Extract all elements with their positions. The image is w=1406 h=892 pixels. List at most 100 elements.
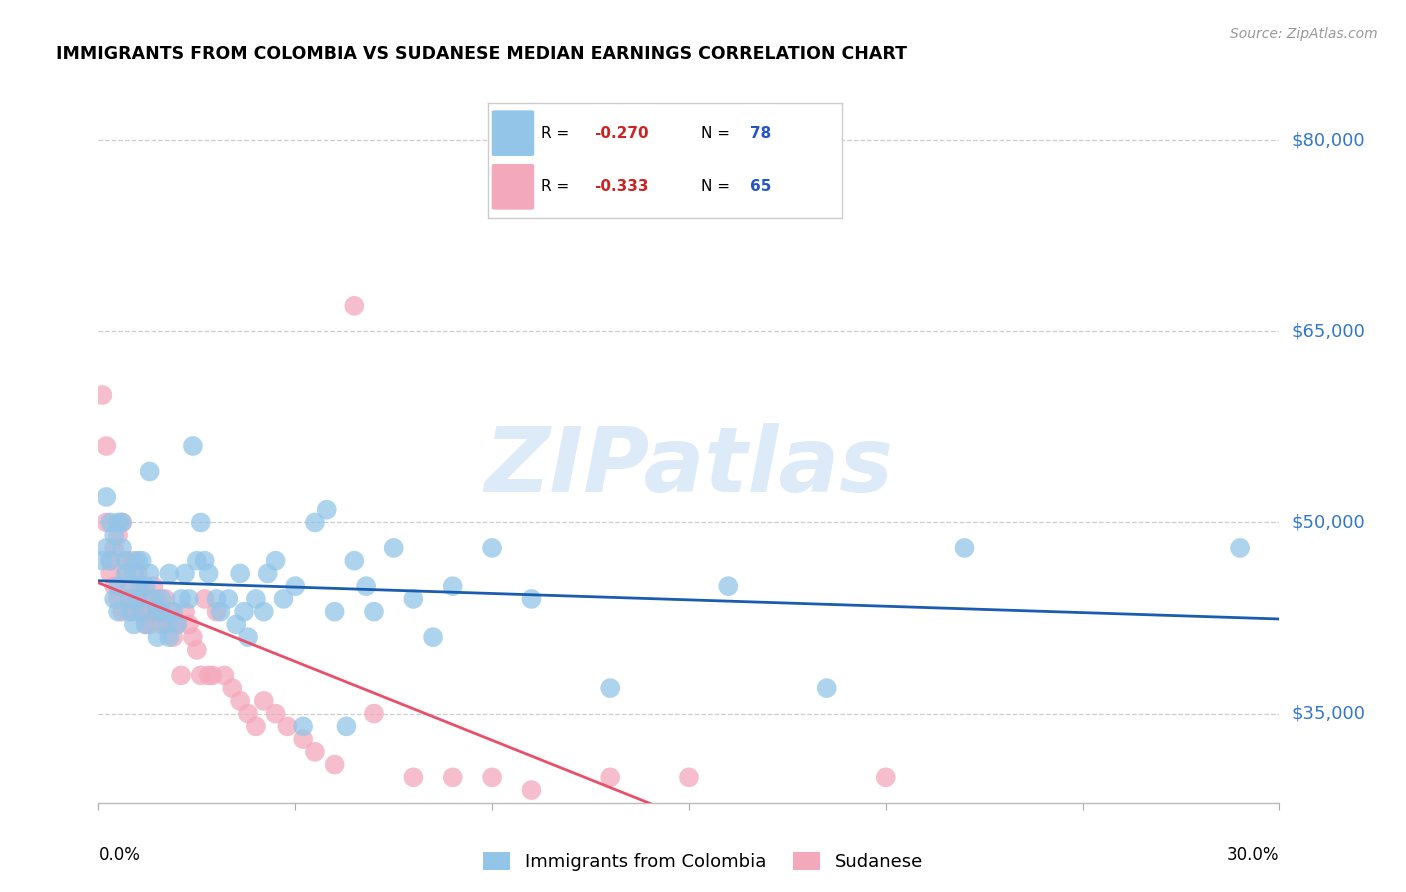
Point (1229, 541, 1251, 555)
Point (170, 591, 193, 606)
Point (599, 770, 621, 784)
Point (127, 579, 149, 593)
Point (115, 554, 138, 568)
Point (343, 299, 366, 313)
Point (118, 605, 141, 619)
Point (221, 681, 243, 695)
Point (111, 541, 134, 555)
Point (150, 605, 173, 619)
Point (181, 630, 204, 644)
Point (284, 579, 307, 593)
Point (197, 668, 219, 682)
Point (127, 591, 149, 606)
Text: 30.0%: 30.0% (1227, 846, 1279, 863)
Point (323, 757, 346, 772)
Point (194, 554, 217, 568)
Point (157, 566, 180, 581)
Point (107, 579, 129, 593)
Point (323, 605, 346, 619)
Point (127, 554, 149, 568)
Point (190, 516, 212, 530)
Point (343, 554, 366, 568)
Text: $65,000: $65,000 (1291, 322, 1365, 341)
Point (98, 554, 121, 568)
Point (131, 605, 153, 619)
Point (717, 579, 740, 593)
Point (276, 719, 298, 733)
Point (138, 465, 160, 479)
Point (127, 591, 149, 606)
Point (131, 554, 153, 568)
Point (150, 605, 173, 619)
Point (678, 770, 700, 784)
Point (138, 617, 160, 632)
Point (245, 719, 267, 733)
Text: $50,000: $50,000 (1291, 514, 1365, 532)
Text: $35,000: $35,000 (1291, 705, 1365, 723)
Point (402, 770, 425, 784)
Point (96, 516, 118, 530)
Point (146, 605, 169, 619)
Point (194, 591, 217, 606)
Point (107, 605, 129, 619)
Point (253, 605, 276, 619)
Point (264, 554, 287, 568)
Point (98, 554, 121, 568)
Point (181, 439, 204, 453)
Point (135, 591, 157, 606)
Point (138, 605, 160, 619)
Point (245, 591, 267, 606)
Point (150, 591, 173, 606)
Point (229, 694, 252, 708)
Point (225, 617, 247, 632)
Point (205, 605, 228, 619)
Point (118, 579, 141, 593)
Point (177, 617, 200, 632)
Point (197, 566, 219, 581)
Point (209, 605, 232, 619)
Point (253, 694, 276, 708)
Point (150, 617, 173, 632)
Point (205, 591, 228, 606)
Point (233, 605, 256, 619)
Point (142, 591, 165, 606)
Point (96, 541, 118, 555)
Point (146, 591, 169, 606)
Text: 0.0%: 0.0% (98, 846, 141, 863)
Point (135, 617, 157, 632)
Point (170, 668, 193, 682)
Point (315, 502, 337, 516)
Point (118, 591, 141, 606)
Point (96, 439, 118, 453)
Legend: Immigrants from Colombia, Sudanese: Immigrants from Colombia, Sudanese (475, 845, 931, 879)
Point (292, 719, 315, 733)
Point (162, 605, 184, 619)
Point (122, 605, 145, 619)
Point (115, 554, 138, 568)
Point (599, 681, 621, 695)
Point (354, 579, 377, 593)
Point (107, 591, 129, 606)
Point (190, 668, 212, 682)
Point (122, 554, 145, 568)
Text: Source: ZipAtlas.com: Source: ZipAtlas.com (1230, 27, 1378, 41)
Point (186, 554, 208, 568)
Point (815, 681, 838, 695)
Point (236, 630, 259, 644)
Point (177, 591, 200, 606)
Point (98, 516, 121, 530)
Text: IMMIGRANTS FROM COLOMBIA VS SUDANESE MEDIAN EARNINGS CORRELATION CHART: IMMIGRANTS FROM COLOMBIA VS SUDANESE MED… (56, 45, 907, 62)
Point (292, 732, 315, 747)
Point (127, 566, 149, 581)
Point (217, 591, 239, 606)
Point (256, 566, 278, 581)
Point (174, 605, 197, 619)
Point (91, 554, 114, 568)
Point (520, 591, 543, 606)
Point (111, 516, 134, 530)
Point (264, 706, 287, 721)
Point (157, 630, 180, 644)
Point (115, 566, 138, 581)
Point (162, 630, 184, 644)
Point (118, 591, 141, 606)
